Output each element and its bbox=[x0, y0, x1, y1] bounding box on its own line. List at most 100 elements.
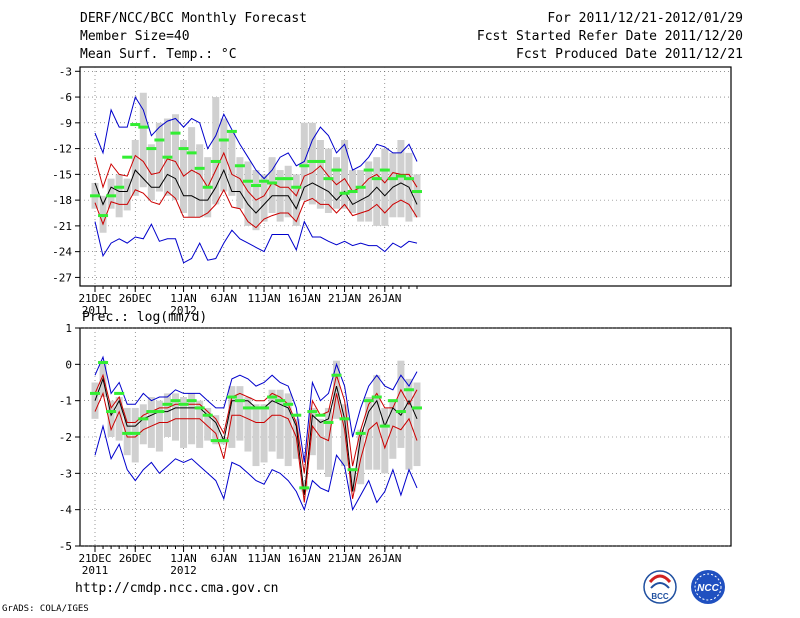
obs-marker bbox=[210, 439, 221, 443]
x-tick-label: 26DEC bbox=[119, 552, 152, 565]
ensemble-box bbox=[196, 144, 204, 218]
ensemble-box bbox=[212, 415, 220, 445]
y-tick-label: 0 bbox=[65, 358, 72, 371]
ensemble-box bbox=[155, 122, 163, 192]
ensemble-box bbox=[155, 400, 163, 452]
obs-marker bbox=[251, 184, 261, 188]
obs-marker bbox=[186, 151, 197, 155]
obs-marker bbox=[114, 391, 125, 395]
ensemble-box bbox=[212, 97, 220, 205]
svg-text:NCC: NCC bbox=[697, 583, 719, 594]
obs-marker bbox=[283, 402, 294, 406]
obs-marker bbox=[130, 431, 141, 435]
y-tick-label: -15 bbox=[52, 168, 72, 181]
obs-marker bbox=[275, 399, 286, 403]
obs-marker bbox=[226, 129, 237, 133]
ensemble-box bbox=[316, 140, 324, 209]
obs-marker bbox=[251, 406, 261, 410]
ensemble-box bbox=[252, 404, 260, 467]
x-tick-year: 2012 bbox=[170, 564, 197, 577]
x-tick-year: 2012 bbox=[170, 304, 197, 317]
obs-marker bbox=[234, 399, 245, 403]
obs-marker bbox=[347, 190, 358, 194]
obs-marker bbox=[379, 168, 390, 172]
series-p25-line bbox=[94, 188, 418, 229]
obs-marker bbox=[194, 166, 205, 170]
ensemble-box bbox=[123, 178, 131, 211]
ensemble-box bbox=[292, 174, 300, 226]
x-tick-label: 26JAN bbox=[368, 552, 401, 565]
obs-marker bbox=[259, 406, 270, 410]
obs-marker bbox=[122, 155, 133, 159]
obs-marker bbox=[275, 177, 286, 181]
variable-label: Mean Surf. Temp.: °C bbox=[80, 47, 237, 62]
ensemble-box bbox=[236, 157, 244, 209]
series-min-line bbox=[94, 424, 418, 512]
x-tick-label: 16JAN bbox=[288, 552, 321, 565]
obs-marker bbox=[106, 194, 117, 198]
bcc-logo: BCC bbox=[643, 570, 677, 604]
y-tick-label: -21 bbox=[52, 220, 72, 233]
obs-marker bbox=[363, 168, 374, 172]
ensemble-box bbox=[284, 393, 292, 467]
series-p75-line bbox=[94, 151, 418, 201]
x-tick-label: 21JAN bbox=[328, 292, 361, 305]
obs-marker bbox=[178, 147, 189, 151]
y-tick-label: -18 bbox=[52, 194, 72, 207]
source-url[interactable]: http://cmdp.ncc.cma.gov.cn bbox=[75, 581, 279, 596]
series-max-line bbox=[94, 95, 418, 180]
ensemble-box bbox=[341, 140, 349, 209]
obs-marker bbox=[347, 468, 358, 472]
obs-marker bbox=[299, 164, 310, 168]
ensemble-box bbox=[244, 397, 252, 452]
ensemble-box bbox=[357, 429, 365, 485]
ensemble-box bbox=[147, 397, 155, 448]
obs-marker bbox=[162, 155, 173, 159]
svg-text:BCC: BCC bbox=[651, 592, 669, 601]
ensemble-box bbox=[341, 404, 349, 467]
obs-marker bbox=[186, 399, 197, 403]
x-tick-label: 11JAN bbox=[247, 292, 280, 305]
x-tick-label: 21DEC bbox=[78, 292, 111, 305]
obs-marker bbox=[331, 168, 342, 172]
obs-marker bbox=[355, 431, 366, 435]
ensemble-box bbox=[188, 127, 196, 218]
y-tick-label: -24 bbox=[52, 246, 72, 259]
obs-marker bbox=[403, 177, 414, 181]
obs-marker bbox=[283, 177, 294, 181]
y-tick-label: -9 bbox=[59, 117, 72, 130]
y-tick-label: -1 bbox=[59, 395, 72, 408]
obs-marker bbox=[315, 413, 326, 417]
x-tick-label: 16JAN bbox=[288, 292, 321, 305]
obs-marker bbox=[331, 373, 342, 377]
ensemble-box bbox=[365, 397, 373, 470]
obs-marker bbox=[130, 123, 141, 127]
obs-marker bbox=[307, 159, 318, 163]
obs-marker bbox=[98, 361, 109, 365]
ensemble-box bbox=[147, 144, 155, 201]
refer-date: Fcst Started Refer Date 2011/12/20 bbox=[476, 29, 743, 44]
ensemble-box bbox=[276, 389, 284, 459]
ensemble-box bbox=[260, 404, 268, 463]
y-tick-label: -12 bbox=[52, 143, 72, 156]
obs-marker bbox=[323, 420, 334, 424]
ensemble-box bbox=[316, 418, 324, 470]
ensemble-box bbox=[300, 480, 308, 492]
ensemble-box bbox=[139, 92, 147, 188]
y-tick-label: -2 bbox=[59, 431, 72, 444]
ensemble-box bbox=[244, 161, 252, 226]
ensemble-box bbox=[405, 378, 413, 470]
obs-marker bbox=[379, 424, 390, 428]
obs-marker bbox=[138, 125, 149, 129]
x-tick-label: 11JAN bbox=[247, 552, 280, 565]
ensemble-box bbox=[115, 397, 123, 441]
ensemble-box bbox=[373, 157, 381, 226]
grads-credit: GrADS: COLA/IGES bbox=[2, 604, 89, 614]
ensemble-box bbox=[268, 157, 276, 213]
obs-marker bbox=[412, 406, 422, 410]
obs-marker bbox=[90, 194, 100, 198]
obs-marker bbox=[387, 399, 398, 403]
member-size: Member Size=40 bbox=[80, 29, 190, 44]
y-tick-label: -6 bbox=[59, 91, 72, 104]
